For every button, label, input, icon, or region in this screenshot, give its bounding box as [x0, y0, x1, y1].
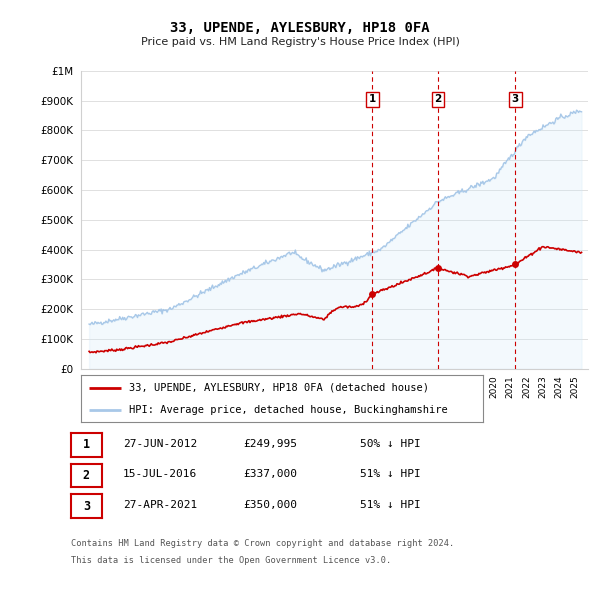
Text: 51% ↓ HPI: 51% ↓ HPI — [360, 470, 421, 479]
Text: £337,000: £337,000 — [243, 470, 297, 479]
Text: 15-JUL-2016: 15-JUL-2016 — [123, 470, 197, 479]
Text: £350,000: £350,000 — [243, 500, 297, 510]
Text: 3: 3 — [83, 500, 90, 513]
Text: 50% ↓ HPI: 50% ↓ HPI — [360, 439, 421, 448]
Text: 51% ↓ HPI: 51% ↓ HPI — [360, 500, 421, 510]
Text: 33, UPENDE, AYLESBURY, HP18 0FA (detached house): 33, UPENDE, AYLESBURY, HP18 0FA (detache… — [129, 383, 429, 393]
Text: 1: 1 — [83, 438, 90, 451]
Text: HPI: Average price, detached house, Buckinghamshire: HPI: Average price, detached house, Buck… — [129, 405, 448, 415]
Text: Price paid vs. HM Land Registry's House Price Index (HPI): Price paid vs. HM Land Registry's House … — [140, 37, 460, 47]
Text: 33, UPENDE, AYLESBURY, HP18 0FA: 33, UPENDE, AYLESBURY, HP18 0FA — [170, 21, 430, 35]
Text: 1: 1 — [369, 94, 376, 104]
Text: 2: 2 — [434, 94, 442, 104]
Text: £249,995: £249,995 — [243, 439, 297, 448]
Text: This data is licensed under the Open Government Licence v3.0.: This data is licensed under the Open Gov… — [71, 556, 391, 565]
Text: 3: 3 — [512, 94, 519, 104]
Text: 27-JUN-2012: 27-JUN-2012 — [123, 439, 197, 448]
Text: 27-APR-2021: 27-APR-2021 — [123, 500, 197, 510]
Text: 2: 2 — [83, 469, 90, 482]
Text: Contains HM Land Registry data © Crown copyright and database right 2024.: Contains HM Land Registry data © Crown c… — [71, 539, 454, 548]
